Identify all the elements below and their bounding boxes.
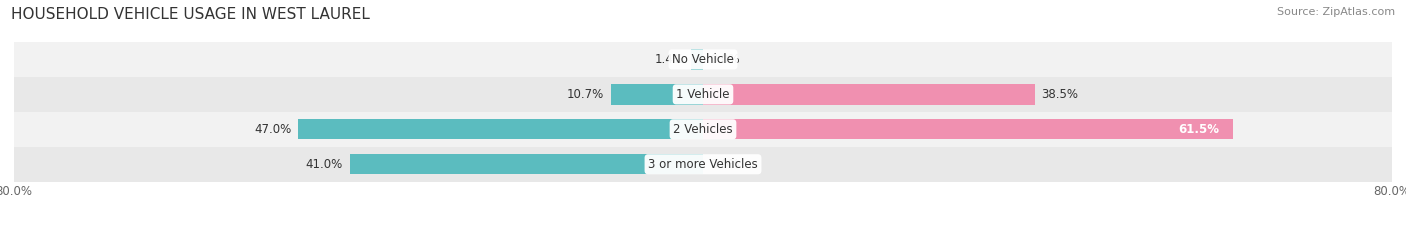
Text: Source: ZipAtlas.com: Source: ZipAtlas.com <box>1277 7 1395 17</box>
Text: 1.4%: 1.4% <box>654 53 685 66</box>
Bar <box>298 119 703 139</box>
Text: 2 Vehicles: 2 Vehicles <box>673 123 733 136</box>
Text: 61.5%: 61.5% <box>1178 123 1219 136</box>
Text: 47.0%: 47.0% <box>254 123 291 136</box>
Bar <box>610 84 703 105</box>
Bar <box>350 154 703 174</box>
Text: 38.5%: 38.5% <box>1042 88 1078 101</box>
Text: 10.7%: 10.7% <box>567 88 605 101</box>
Text: 3 or more Vehicles: 3 or more Vehicles <box>648 158 758 171</box>
Text: 1 Vehicle: 1 Vehicle <box>676 88 730 101</box>
Text: 0.0%: 0.0% <box>710 53 740 66</box>
Text: 41.0%: 41.0% <box>305 158 343 171</box>
Text: No Vehicle: No Vehicle <box>672 53 734 66</box>
Text: HOUSEHOLD VEHICLE USAGE IN WEST LAUREL: HOUSEHOLD VEHICLE USAGE IN WEST LAUREL <box>11 7 370 22</box>
Bar <box>703 119 1233 139</box>
Bar <box>14 112 1392 147</box>
Bar <box>14 147 1392 182</box>
Text: 0.0%: 0.0% <box>710 158 740 171</box>
Legend: Owner-occupied, Renter-occupied: Owner-occupied, Renter-occupied <box>576 230 830 233</box>
Bar <box>690 49 703 69</box>
Bar <box>14 77 1392 112</box>
Bar <box>14 42 1392 77</box>
Bar <box>703 84 1035 105</box>
